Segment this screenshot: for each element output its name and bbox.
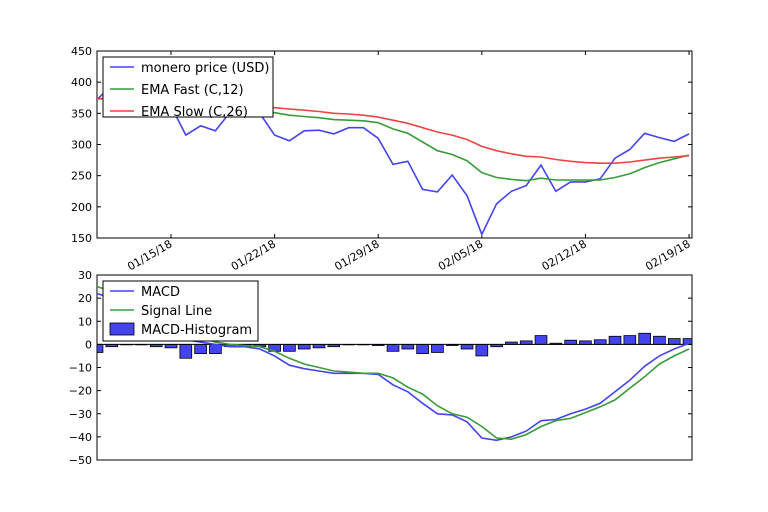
macd-y-tick-label: 10 bbox=[78, 315, 92, 328]
histogram-bar bbox=[431, 343, 444, 353]
price-ema-panel: 150 200 250 300 350 400 450 01/15/18 01/22/18 01… bbox=[71, 45, 693, 273]
histogram-bar bbox=[638, 332, 651, 345]
price-y-tick-label: 400 bbox=[71, 76, 92, 89]
histogram-bar bbox=[667, 338, 681, 345]
ema-fast-c-12-legend-label: EMA Fast (C,12) bbox=[141, 83, 244, 98]
ema-slow-c-26-legend-label: EMA Slow (C,26) bbox=[141, 105, 248, 120]
histogram-bar bbox=[164, 343, 178, 349]
macd-y-tick-label: −40 bbox=[69, 431, 92, 444]
histogram-bar bbox=[653, 335, 666, 345]
macd-histogram-legend-swatch bbox=[109, 322, 135, 336]
price-y-tick-label: 350 bbox=[71, 107, 92, 120]
histogram-bar bbox=[475, 343, 489, 357]
price-legend: monero price (USD) EMA Fast (C,12) EMA Slo… bbox=[102, 56, 274, 120]
histogram-bar bbox=[534, 335, 548, 345]
monero-price-usd-legend-label: monero price (USD) bbox=[141, 61, 269, 76]
macd-y-axis: −50 −40 −30 −20 −10 0 10 20 30 bbox=[69, 269, 692, 467]
price-x-tick-label: 02/12/18 bbox=[540, 237, 589, 273]
macd-legend: MACD Signal Line MACD-Histogram bbox=[102, 280, 259, 342]
macd-y-tick-label: 0 bbox=[85, 338, 92, 351]
histogram-bar bbox=[312, 343, 326, 349]
histogram-bar bbox=[96, 343, 104, 353]
histogram-bar bbox=[297, 343, 311, 350]
histogram-bar bbox=[416, 343, 429, 355]
histogram-bar bbox=[401, 343, 415, 350]
histogram-bar bbox=[194, 343, 207, 355]
signal-line-legend-label: Signal Line bbox=[141, 304, 212, 319]
histogram-bar bbox=[623, 335, 637, 345]
price-x-tick-label: 02/19/18 bbox=[643, 237, 692, 273]
price-x-tick-label: 01/22/18 bbox=[229, 237, 278, 273]
histogram-bar bbox=[564, 339, 577, 345]
histogram-bar bbox=[460, 343, 474, 350]
price-y-tick-label: 200 bbox=[71, 201, 92, 214]
price-y-tick-label: 150 bbox=[71, 232, 92, 245]
price-x-tick-label: 01/15/18 bbox=[125, 237, 174, 273]
histogram-bar bbox=[179, 343, 193, 359]
histogram-bar bbox=[283, 343, 296, 352]
price-y-axis: 150 200 250 300 350 400 450 bbox=[71, 45, 692, 245]
macd-legend-label: MACD bbox=[141, 285, 180, 300]
histogram-bar bbox=[519, 340, 533, 345]
macd-histogram-legend-label: MACD-Histogram bbox=[141, 323, 252, 338]
macd-y-tick-label: 30 bbox=[78, 269, 92, 282]
macd-y-tick-label: −30 bbox=[69, 408, 92, 421]
histogram-bar bbox=[608, 335, 622, 345]
macd-y-tick-label: −10 bbox=[69, 362, 92, 375]
price-y-tick-label: 300 bbox=[71, 139, 92, 152]
price-x-tick-label: 01/29/18 bbox=[332, 237, 381, 273]
monero-price-usd-line bbox=[97, 84, 690, 237]
histogram-bar bbox=[386, 343, 400, 352]
histogram-bar bbox=[579, 340, 592, 345]
price-x-tick-label: 02/05/18 bbox=[436, 237, 485, 273]
macd-y-tick-label: −50 bbox=[69, 454, 92, 467]
price-y-tick-label: 450 bbox=[71, 45, 92, 58]
macd-y-tick-label: −20 bbox=[69, 385, 92, 398]
macd-y-tick-label: 20 bbox=[78, 292, 92, 305]
histogram-bar bbox=[593, 339, 607, 345]
price-y-tick-label: 250 bbox=[71, 170, 92, 183]
